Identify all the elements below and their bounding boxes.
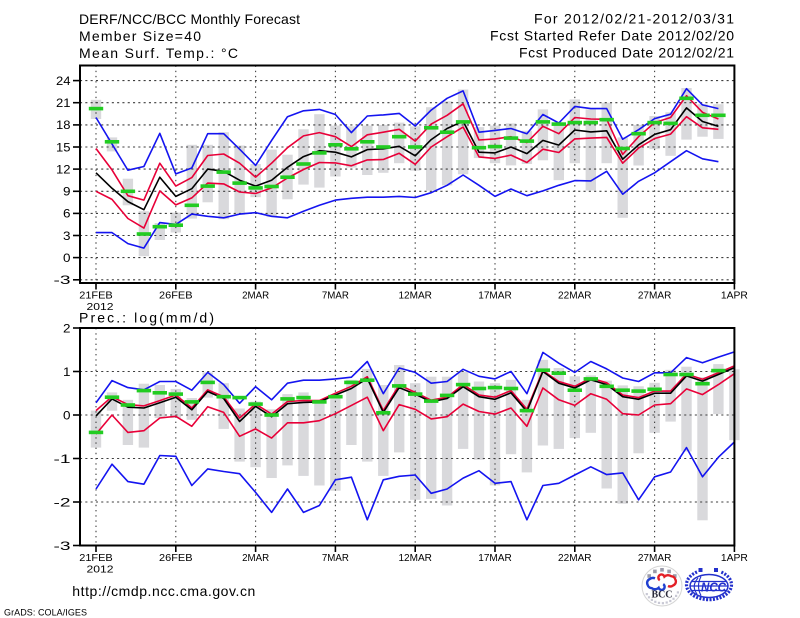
svg-text:2: 2 (63, 321, 71, 335)
svg-text:27MAR: 27MAR (638, 552, 672, 564)
svg-text:21FEB: 21FEB (79, 290, 113, 302)
svg-text:Fcst Started Refer Date 2012/0: Fcst Started Refer Date 2012/02/20 (490, 28, 734, 44)
svg-text:BCC: BCC (652, 590, 673, 601)
svg-text:http://cmdp.ncc.cma.gov.cn: http://cmdp.ncc.cma.gov.cn (72, 583, 255, 599)
svg-text:24: 24 (56, 74, 71, 88)
svg-text:NCC: NCC (701, 580, 727, 595)
svg-text:12: 12 (56, 162, 71, 176)
svg-text:17MAR: 17MAR (478, 290, 512, 302)
svg-text:Prec.: log(mm/d): Prec.: log(mm/d) (79, 310, 214, 326)
svg-text:-2: -2 (54, 495, 72, 509)
svg-text:-3: -3 (54, 539, 72, 553)
svg-text:2MAR: 2MAR (242, 290, 269, 302)
svg-text:Fcst Produced Date 2012/02/21: Fcst Produced Date 2012/02/21 (519, 45, 734, 61)
svg-text:26FEB: 26FEB (159, 552, 193, 564)
svg-text:12MAR: 12MAR (398, 552, 432, 564)
svg-text:22MAR: 22MAR (558, 552, 592, 564)
svg-text:2012: 2012 (87, 564, 114, 576)
svg-text:3: 3 (63, 229, 71, 243)
svg-text:1: 1 (63, 365, 71, 379)
svg-text:21FEB: 21FEB (79, 552, 113, 564)
svg-text:GrADS: COLA/IGES: GrADS: COLA/IGES (4, 608, 87, 618)
svg-text:1APR: 1APR (721, 290, 748, 302)
svg-text:2012: 2012 (87, 301, 114, 313)
svg-text:22MAR: 22MAR (558, 290, 592, 302)
svg-text:2MAR: 2MAR (242, 552, 269, 564)
svg-text:7MAR: 7MAR (322, 552, 349, 564)
svg-text:-3: -3 (54, 273, 72, 287)
svg-text:0: 0 (63, 408, 71, 422)
svg-text:15: 15 (56, 140, 71, 154)
svg-text:-1: -1 (54, 452, 72, 466)
svg-text:17MAR: 17MAR (478, 552, 512, 564)
svg-text:21: 21 (56, 96, 71, 110)
svg-text:0: 0 (63, 251, 71, 265)
svg-text:Member Size=40: Member Size=40 (79, 28, 201, 44)
svg-text:9: 9 (63, 185, 71, 199)
svg-text:27MAR: 27MAR (638, 290, 672, 302)
svg-text:6: 6 (63, 207, 71, 221)
svg-text:For 2012/02/21-2012/03/31: For 2012/02/21-2012/03/31 (534, 11, 734, 27)
svg-text:12MAR: 12MAR (398, 290, 432, 302)
svg-text:DERF/NCC/BCC Monthly Forecast: DERF/NCC/BCC Monthly Forecast (79, 11, 300, 27)
svg-text:Mean Surf. Temp.: °C: Mean Surf. Temp.: °C (79, 45, 238, 61)
svg-text:26FEB: 26FEB (159, 290, 193, 302)
svg-text:7MAR: 7MAR (322, 290, 349, 302)
svg-text:18: 18 (56, 118, 71, 132)
svg-text:1APR: 1APR (721, 552, 748, 564)
